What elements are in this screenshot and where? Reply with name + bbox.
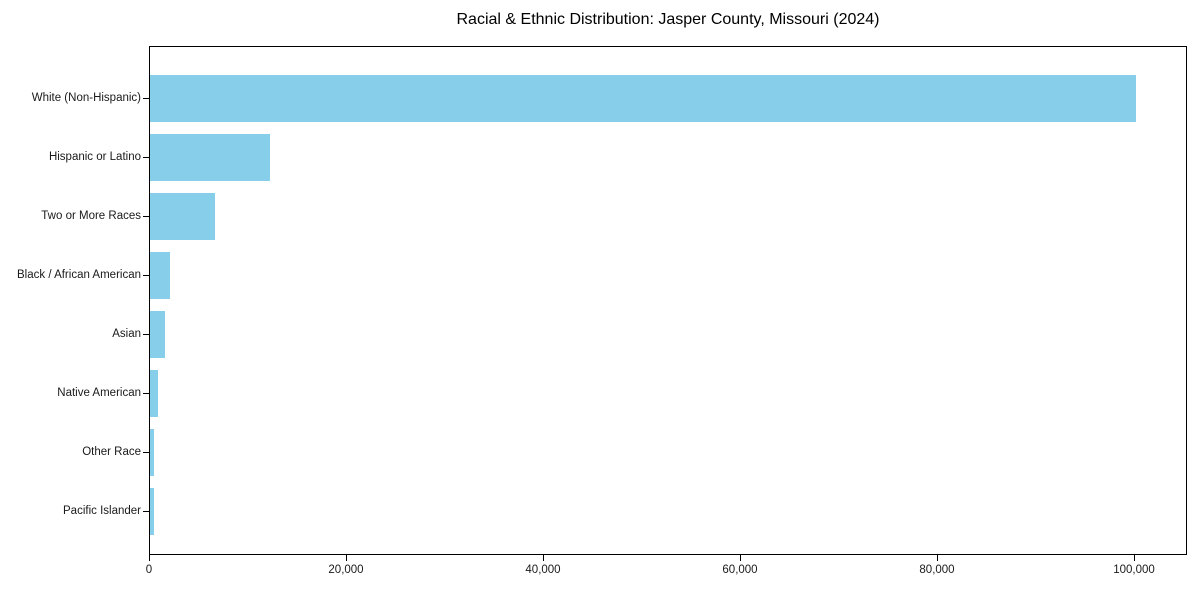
y-axis-label: Black / African American (17, 269, 141, 281)
x-axis-tick (346, 555, 347, 561)
bar-white-non-hispanic (150, 75, 1136, 122)
x-axis-tick (740, 555, 741, 561)
y-axis-tick (143, 334, 149, 335)
y-axis-label: Other Race (82, 446, 141, 458)
bar-asian (150, 311, 165, 358)
x-axis-label: 20,000 (328, 564, 364, 576)
y-axis-tick (143, 275, 149, 276)
y-axis-label: Asian (112, 328, 141, 340)
bar-hispanic-or-latino (150, 134, 270, 181)
y-axis-label: Native American (57, 387, 141, 399)
plot-area (149, 46, 1187, 555)
y-axis-label: Two or More Races (41, 210, 141, 222)
x-axis-label: 80,000 (919, 564, 955, 576)
y-axis-label: Pacific Islander (63, 505, 141, 517)
x-axis-tick (1134, 555, 1135, 561)
y-axis-label: White (Non-Hispanic) (31, 92, 141, 104)
chart-title: Racial & Ethnic Distribution: Jasper Cou… (456, 11, 880, 28)
y-axis-tick (143, 157, 149, 158)
y-axis-tick (143, 98, 149, 99)
bar-pacific-islander (150, 488, 154, 535)
x-axis-label: 60,000 (722, 564, 758, 576)
bar-black-african-american (150, 252, 170, 299)
x-axis-label: 40,000 (525, 564, 561, 576)
y-axis-tick (143, 216, 149, 217)
bar-two-or-more-races (150, 193, 215, 240)
x-axis-label: 0 (145, 564, 153, 576)
x-axis-label: 100,000 (1113, 564, 1155, 576)
x-axis-tick (543, 555, 544, 561)
y-axis-label: Hispanic or Latino (48, 151, 141, 163)
y-axis-tick (143, 511, 149, 512)
bar-other-race (150, 429, 155, 476)
bar-native-american (150, 370, 158, 417)
y-axis-tick (143, 452, 149, 453)
x-axis-tick (149, 555, 150, 561)
y-axis-tick (143, 393, 149, 394)
x-axis-tick (937, 555, 938, 561)
